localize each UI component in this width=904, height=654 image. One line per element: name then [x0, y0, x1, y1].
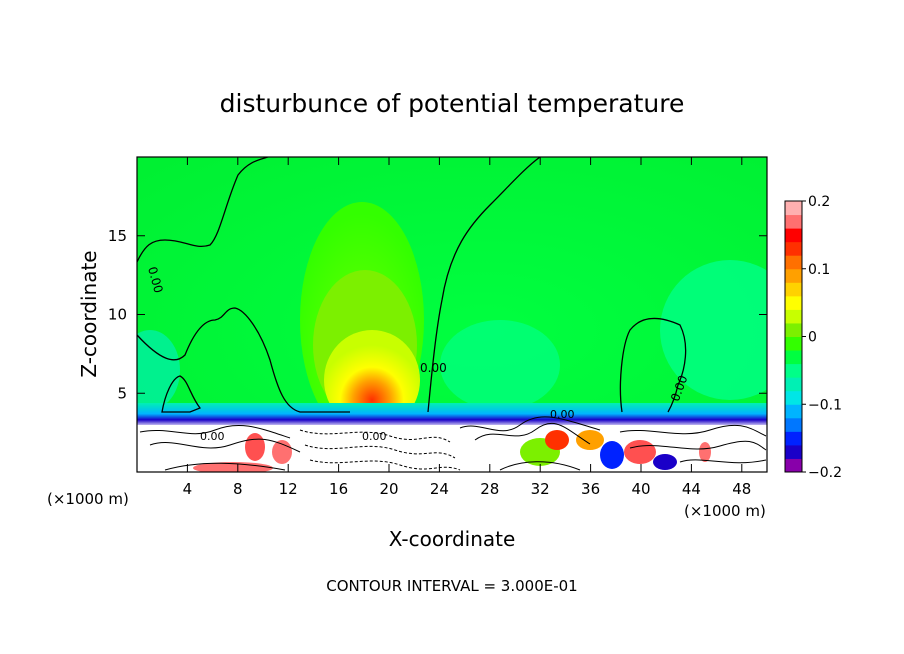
- blob: [193, 462, 273, 472]
- y-tick-label: 5: [117, 384, 127, 402]
- colorbar-swatch: [785, 458, 802, 473]
- colorbar-swatch: [785, 255, 802, 270]
- blob: [545, 430, 569, 450]
- colorbar-swatch: [785, 309, 802, 324]
- zero-contour-center: [427, 157, 541, 413]
- colorbar-swatch: [785, 377, 802, 392]
- zero-contour-small-left: [161, 375, 202, 413]
- colorbar-swatch: [785, 322, 802, 337]
- zero-contour-upper-left: [137, 307, 350, 413]
- colorbar-swatch: [785, 350, 802, 365]
- x-unit-left: (×1000 m): [47, 490, 129, 508]
- blob: [699, 442, 711, 462]
- x-tick-label: 20: [379, 480, 398, 498]
- x-tick-label: 24: [430, 480, 449, 498]
- contour-label: 0.00: [145, 265, 165, 294]
- y-axis-label: Z-coordinate: [77, 250, 101, 377]
- x-tick-label: 4: [183, 480, 193, 498]
- zero-contours: [137, 157, 687, 413]
- cool-patch-right: [660, 260, 767, 400]
- x-unit-right: (×1000 m): [684, 502, 766, 520]
- lower-contours: [139, 416, 767, 471]
- colorbar-tick-label: 0.1: [808, 262, 830, 278]
- colorbar-swatch: [785, 214, 802, 229]
- colorbar-swatch: [785, 282, 802, 297]
- contour-label: 0.00: [200, 430, 225, 443]
- blob: [272, 440, 292, 464]
- cool-band: [137, 403, 767, 427]
- x-tick-label: 36: [581, 480, 600, 498]
- x-tick-label: 8: [233, 480, 243, 498]
- chart-title: disturbunce of potential temperature: [220, 89, 685, 118]
- colorbar-tick-label: −0.2: [808, 465, 842, 481]
- blob: [624, 440, 656, 464]
- y-axis: 5 10 15: [108, 227, 767, 402]
- y-tick-label: 10: [108, 306, 127, 324]
- colorbar-swatch: [785, 404, 802, 419]
- colorbar-tick-label: 0.2: [808, 194, 830, 210]
- blob: [653, 454, 677, 470]
- colorbar-tick-label: 0: [808, 330, 817, 346]
- cool-patch-mid: [440, 320, 560, 410]
- cool-patch-left: [137, 330, 180, 410]
- blob: [600, 441, 624, 469]
- x-tick-label: 32: [531, 480, 550, 498]
- y-tick-label: 15: [108, 227, 127, 245]
- blob: [245, 433, 265, 461]
- zero-contour-right: [619, 317, 687, 413]
- contour-interval-note: CONTOUR INTERVAL = 3.000E-01: [326, 577, 577, 595]
- plot-area: 0.00 0.00 0.00 0.00 0.00 0.00: [137, 157, 767, 472]
- colorbar-swatch: [785, 241, 802, 256]
- contour-label: 0.00: [362, 430, 387, 443]
- colorbar-tick-label: −0.1: [808, 397, 842, 413]
- colorbar-swatch: [785, 417, 802, 432]
- colorbar-swatch: [785, 268, 802, 283]
- colorbar-ticks: 0.2 0.1 0 −0.1 −0.2: [802, 194, 842, 481]
- colorbar-swatch: [785, 336, 802, 351]
- x-tick-label: 44: [682, 480, 701, 498]
- x-tick-label: 12: [279, 480, 298, 498]
- colorbar-swatch: [785, 201, 802, 216]
- x-tick-label: 40: [631, 480, 650, 498]
- x-tick-label: 48: [732, 480, 751, 498]
- x-axis: 4 8 12 16 20 24 28 32 36 40 44 48: [183, 157, 751, 498]
- contour-label: 0.00: [550, 408, 575, 421]
- contour-label: 0.00: [420, 361, 447, 375]
- colorbar-swatch: [785, 295, 802, 310]
- colorbar: [785, 201, 802, 473]
- zero-contour-left: [137, 157, 269, 263]
- blob: [576, 430, 604, 450]
- colorbar-swatch: [785, 431, 802, 446]
- x-axis-label: X-coordinate: [389, 527, 516, 551]
- colorbar-swatch: [785, 363, 802, 378]
- x-tick-label: 28: [480, 480, 499, 498]
- colorbar-swatch: [785, 228, 802, 243]
- x-tick-label: 16: [329, 480, 348, 498]
- colorbar-swatch: [785, 444, 802, 459]
- colorbar-swatch: [785, 390, 802, 405]
